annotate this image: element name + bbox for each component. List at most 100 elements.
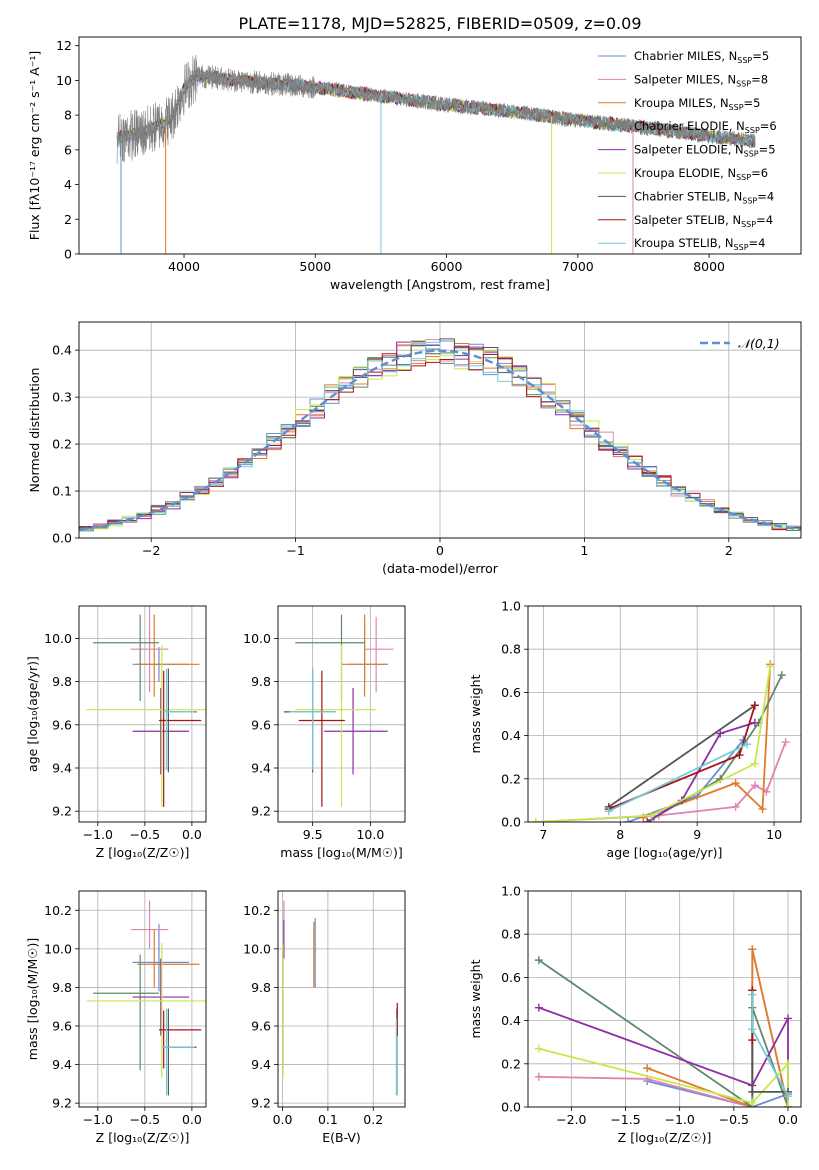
- errorbar-point-kroupa-miles: [137, 614, 200, 697]
- y-tick-label: 0.2: [52, 437, 72, 452]
- y-tick-label: 0.8: [501, 642, 521, 657]
- axes-border: [277, 890, 406, 1108]
- y-axis-label: Flux [fλ10⁻¹⁷ erg cm⁻² s⁻¹ A⁻¹]: [27, 51, 42, 240]
- x-tick-label: 6000: [431, 259, 463, 274]
- y-tick-label: 10.0: [44, 941, 72, 956]
- mass-weight-series-chabrier-elodie: [534, 956, 792, 1107]
- axes-border: [527, 605, 802, 823]
- legend-subscript: SSP: [745, 126, 760, 135]
- y-tick-label: 0.4: [52, 343, 72, 358]
- massweight-vs-age-panel: 7 8 9 10 0.0 0.2 0.4 0.6 0.8 1.0 age [log₁₀(age/yr…: [468, 599, 802, 860]
- errorbar-point-salpeter-stelib: [298, 670, 345, 807]
- y-tick-label: 0.0: [501, 815, 521, 830]
- legend-entry: Kroupa ELODIE, NSSP=6: [634, 166, 768, 182]
- errorbar-point-kroupa-miles: [341, 614, 388, 697]
- y-tick-label: 10.0: [243, 631, 271, 646]
- plot-area: [86, 900, 206, 1096]
- y-tick-label: 10.2: [44, 903, 72, 918]
- y-tick-label: 0.1: [52, 484, 72, 499]
- y-tick-label: 0.8: [501, 927, 521, 942]
- plot-area: [283, 614, 394, 807]
- series-line: [646, 1080, 789, 1107]
- x-tick-label: 9.5: [303, 827, 323, 842]
- plot-area: [79, 338, 801, 532]
- legend-entry: Salpeter ELODIE, NSSP=5: [634, 143, 776, 159]
- y-tick-label: 9.2: [251, 1096, 271, 1111]
- data-point-marker: [647, 811, 656, 820]
- errorbar-point-kroupa-stelib: [161, 668, 195, 771]
- y-tick-label: 9.6: [251, 1019, 271, 1034]
- y-tick-label: 9.6: [251, 717, 271, 732]
- mass-weight-series-kroupa-elodie: [534, 1044, 792, 1107]
- mass-weight-series-kroupa-miles: [639, 660, 775, 822]
- x-tick-label: −1.0: [664, 1112, 694, 1127]
- legend-label: Kroupa STELIB, N: [634, 236, 734, 250]
- errorbar-point-salpeter-miles: [130, 900, 169, 949]
- y-tick-label: 9.8: [251, 674, 271, 689]
- legend-entry: Kroupa MILES, NSSP=5: [634, 96, 760, 112]
- legend-entry: Chabrier STELIB, NSSP=4: [634, 189, 774, 205]
- x-tick-label: −0.5: [130, 1112, 160, 1127]
- y-tick-label: 9.2: [52, 804, 72, 819]
- y-tick-label: 0.0: [501, 1100, 521, 1115]
- y-tick-label: 0: [64, 247, 72, 262]
- legend-label: Chabrier MILES, N: [634, 49, 737, 63]
- data-point-marker: [748, 990, 757, 999]
- errorbar-point-kroupa-miles: [137, 929, 200, 988]
- y-tick-label: 9.4: [251, 761, 271, 776]
- x-tick-label: 0: [436, 543, 444, 558]
- mass-weight-series-kroupa-elodie: [531, 662, 775, 822]
- x-tick-label: −1.0: [83, 1112, 113, 1127]
- y-tick-label: 9.4: [52, 1057, 72, 1072]
- axes-frame: 9.5 10.0 9.2 9.4 9.6 9.8 10.0 mass [log₁₀(M/M☉)…: [243, 605, 406, 860]
- axes-border: [527, 890, 802, 1108]
- data-point-marker: [784, 1103, 792, 1107]
- data-point-marker: [534, 1072, 543, 1081]
- legend-entry: Chabrier MILES, NSSP=5: [634, 49, 769, 65]
- x-tick-label: 7000: [562, 259, 594, 274]
- y-tick-label: 10.0: [44, 631, 72, 646]
- residuals-panel: −2 −1 0 1 2 0.0 0.1 0.2 0.3 0.4 (data-model)/error…: [27, 321, 802, 576]
- data-point-marker: [766, 662, 775, 671]
- x-tick-label: 9: [693, 827, 701, 842]
- legend-subscript: SSP: [734, 243, 749, 252]
- spectrum-panel: 4000 5000 6000 7000 8000 0 2 4 6 8 10 12 wavelength …: [27, 36, 802, 292]
- x-tick-label: 0.0: [182, 1112, 202, 1127]
- x-tick-label: −1: [286, 543, 304, 558]
- data-point-marker: [748, 1098, 757, 1107]
- legend-subscript: SSP: [744, 150, 759, 159]
- legend-subscript: SSP: [742, 196, 757, 205]
- plot-area: [86, 606, 206, 807]
- data-point-marker: [750, 781, 759, 790]
- x-tick-label: −1.0: [83, 827, 113, 842]
- errorbar-point-salpeter-stelib: [158, 670, 202, 807]
- y-tick-label: 0.6: [501, 685, 521, 700]
- data-point-marker: [750, 718, 759, 727]
- legend-subscript: SSP: [729, 103, 744, 112]
- series-line: [535, 666, 772, 822]
- data-point-marker: [534, 956, 543, 965]
- y-axis-label: age [log₁₀(age/yr)]: [25, 656, 40, 772]
- x-tick-label: 8000: [693, 259, 725, 274]
- errorbar-point-chabrier-elodie: [295, 614, 365, 702]
- x-tick-label: 0.0: [273, 1112, 293, 1127]
- data-point-marker: [758, 805, 767, 814]
- y-tick-label: 9.4: [52, 761, 72, 776]
- data-point-marker: [639, 813, 648, 822]
- y-tick-label: 0.4: [501, 1013, 521, 1028]
- data-point-marker: [716, 729, 725, 738]
- legend-tail: =4: [757, 189, 774, 203]
- errorbar-point-chabrier-elodie: [93, 614, 159, 702]
- x-axis-label: Z [log₁₀(Z/Z☉)]: [618, 1130, 712, 1145]
- mass-weight-series-kroupa-stelib: [748, 990, 792, 1101]
- legend-entry-normal: 𝒩(0,1): [738, 336, 780, 351]
- data-point-marker: [748, 1025, 757, 1034]
- y-tick-label: 9.8: [52, 674, 72, 689]
- data-point-marker: [531, 818, 540, 822]
- series-line: [538, 1047, 789, 1107]
- y-tick-label: 10.2: [243, 903, 271, 918]
- series-line: [608, 743, 748, 813]
- data-point-marker: [534, 1003, 543, 1012]
- legend-entry: Kroupa STELIB, NSSP=4: [634, 236, 765, 252]
- errorbar-point-salpeter-miles: [364, 616, 394, 693]
